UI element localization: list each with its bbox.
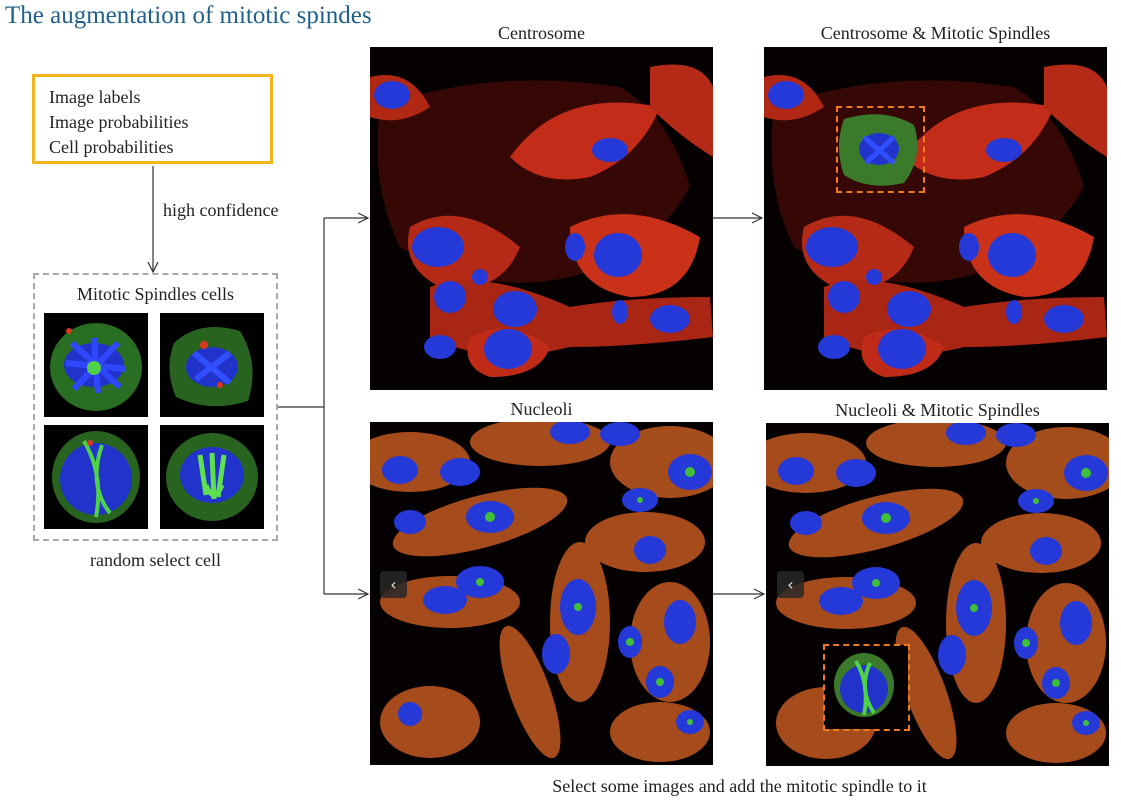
figure-title: The augmentation of mitotic spindes: [5, 2, 372, 29]
inserted-cell-highlight-bottom: [823, 644, 910, 731]
panel-nucleoli: [370, 422, 713, 765]
cell-thumbnail-4: [160, 425, 264, 529]
source-line-image-probabilities: Image probabilities: [49, 112, 189, 132]
edge-label-high-confidence: high confidence: [163, 200, 279, 220]
panel-title-nucleoli-ms: Nucleoli & Mitotic Spindles: [835, 400, 1040, 420]
mitotic-cells-title: Mitotic Spindles cells: [77, 284, 234, 304]
inserted-cell-highlight-top: [836, 106, 925, 193]
cell-thumbnail-2: [160, 313, 264, 417]
source-line-cell-probabilities: Cell probabilities: [49, 137, 174, 157]
panel-centrosome: [370, 47, 713, 390]
source-line-image-labels: Image labels: [49, 87, 141, 107]
panel-title-nucleoli: Nucleoli: [510, 399, 573, 419]
mitotic-cells-caption: random select cell: [90, 550, 221, 570]
panel-title-centrosome: Centrosome: [498, 23, 585, 43]
cell-thumbnail-3: [44, 425, 148, 529]
panel-centrosome-ms: [764, 47, 1107, 390]
cell-thumbnail-1: [44, 313, 148, 417]
mitotic-cells-box: [33, 273, 278, 541]
chevron-left-icon[interactable]: ‹: [380, 571, 407, 598]
source-info-box: Image labels Image probabilities Cell pr…: [32, 74, 273, 164]
bottom-caption: Select some images and add the mitotic s…: [552, 776, 927, 796]
chevron-left-icon-2[interactable]: ‹: [777, 571, 804, 598]
panel-title-centrosome-ms: Centrosome & Mitotic Spindles: [820, 23, 1051, 43]
